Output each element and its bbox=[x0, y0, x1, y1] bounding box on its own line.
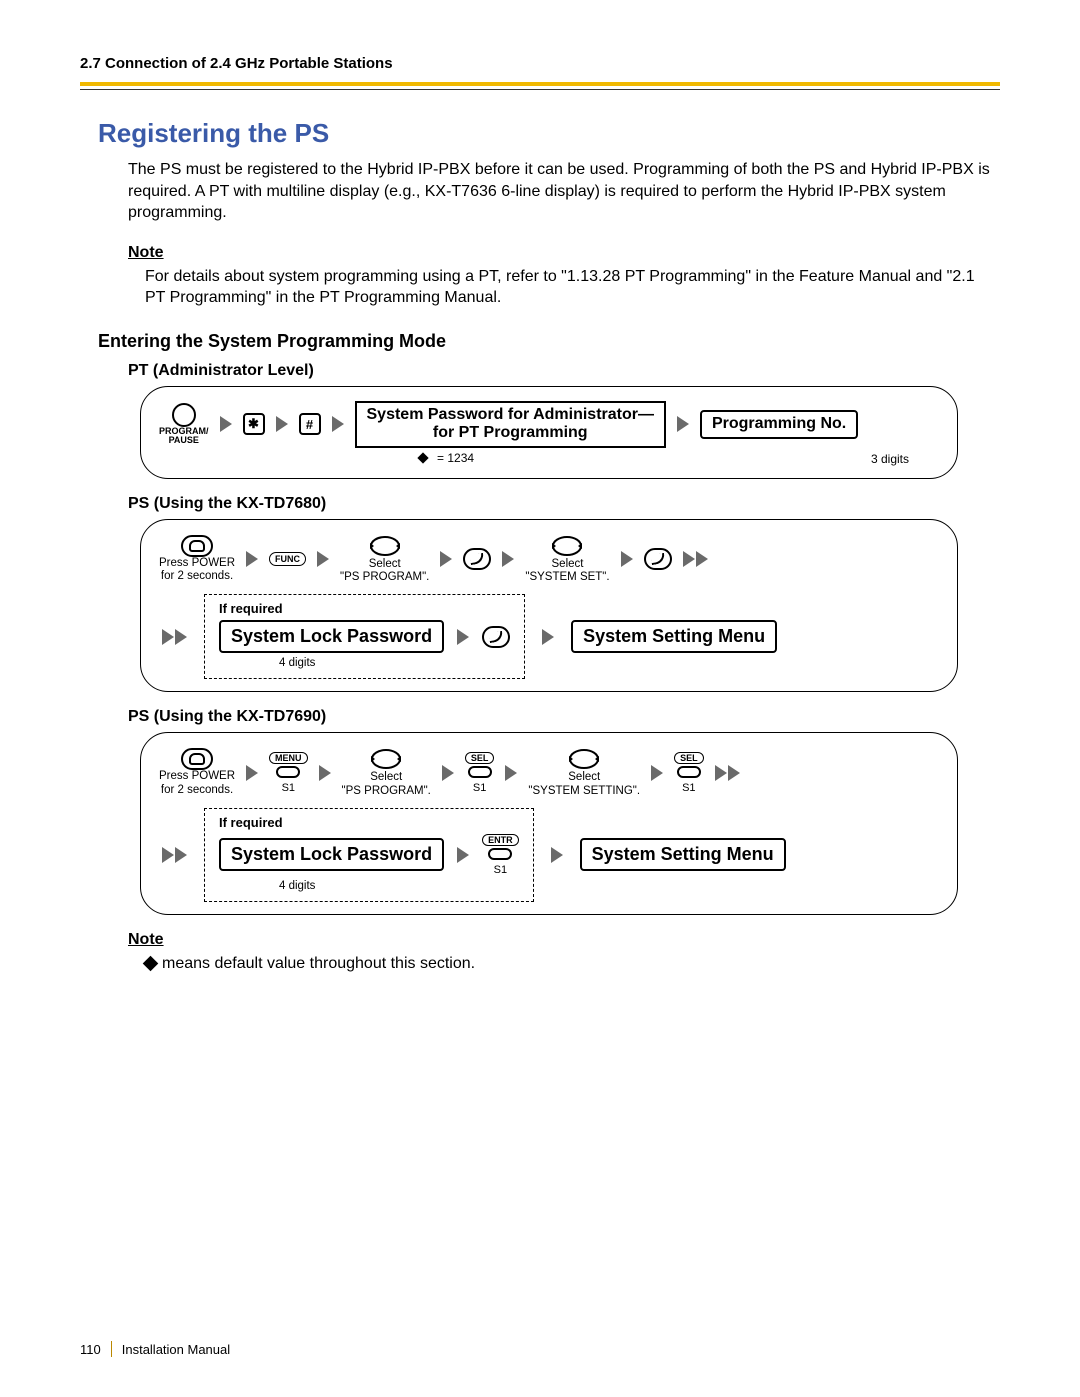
header-rule-thin bbox=[80, 89, 1000, 90]
pt-flow: PROGRAM/ PAUSE ✱ # System Password for A… bbox=[140, 386, 958, 479]
power-icon bbox=[181, 535, 213, 557]
joystick-icon bbox=[367, 534, 403, 558]
hash-key: # bbox=[299, 413, 321, 435]
joystick-icon bbox=[549, 534, 585, 558]
arrow-icon bbox=[319, 765, 331, 781]
joystick-icon bbox=[368, 747, 404, 771]
arrow-icon bbox=[551, 847, 563, 863]
menu-softkey: MENU S1 bbox=[269, 752, 308, 794]
note-label: Note bbox=[128, 931, 1000, 949]
note-body: For details about system programming usi… bbox=[145, 266, 990, 309]
arrow-icon bbox=[621, 551, 633, 567]
ps90-flow: Press POWER for 2 seconds. MENU S1 Selec… bbox=[140, 732, 958, 915]
header-rule-amber bbox=[80, 82, 1000, 86]
call-button-icon bbox=[644, 548, 672, 570]
ps80-flow: Press POWER for 2 seconds. FUNC Select "… bbox=[140, 519, 958, 693]
joystick-step: Select "SYSTEM SET". bbox=[525, 534, 609, 584]
page-footer: 110 Installation Manual bbox=[80, 1341, 230, 1357]
ps80-heading: PS (Using the KX-TD7680) bbox=[128, 495, 1000, 513]
optional-step: If required System Lock Password 4 digit… bbox=[204, 594, 525, 679]
digits-hint: 4 digits bbox=[279, 880, 519, 893]
digits-hint: 4 digits bbox=[279, 657, 510, 670]
arrow-icon bbox=[246, 765, 258, 781]
system-lock-password-box: System Lock Password bbox=[219, 838, 444, 871]
programming-no-box: Programming No. bbox=[700, 410, 858, 438]
diamond-icon bbox=[143, 956, 159, 972]
arrow-icon bbox=[276, 416, 288, 432]
power-icon bbox=[181, 748, 213, 770]
power-button-step: Press POWER for 2 seconds. bbox=[159, 535, 235, 583]
arrow-icon bbox=[440, 551, 452, 567]
arrow-icon bbox=[457, 629, 469, 645]
intro-paragraph: The PS must be registered to the Hybrid … bbox=[128, 159, 990, 224]
system-lock-password-box: System Lock Password bbox=[219, 620, 444, 653]
doc-title: Installation Manual bbox=[122, 1342, 230, 1357]
if-required-label: If required bbox=[219, 601, 510, 616]
if-required-label: If required bbox=[219, 815, 519, 830]
power-button-step: Press POWER for 2 seconds. bbox=[159, 748, 235, 796]
footer-divider bbox=[111, 1341, 112, 1357]
program-label-2: PAUSE bbox=[169, 436, 199, 445]
admin-password-line2: for PT Programming bbox=[367, 424, 654, 442]
note-body-2: means default value throughout this sect… bbox=[145, 953, 990, 975]
double-arrow-icon bbox=[159, 629, 190, 645]
joystick-icon bbox=[566, 747, 602, 771]
arrow-icon bbox=[457, 847, 469, 863]
program-pause-button: PROGRAM/ PAUSE bbox=[159, 403, 209, 445]
arrow-icon bbox=[505, 765, 517, 781]
joystick-step: Select "PS PROGRAM". bbox=[340, 534, 429, 584]
entr-softkey: ENTR S1 bbox=[482, 834, 519, 876]
ps90-heading: PS (Using the KX-TD7690) bbox=[128, 708, 1000, 726]
arrow-icon bbox=[246, 551, 258, 567]
note-label: Note bbox=[128, 244, 1000, 262]
digits-hint: 3 digits bbox=[871, 452, 909, 466]
arrow-icon bbox=[651, 765, 663, 781]
page-number: 110 bbox=[80, 1342, 101, 1357]
system-setting-menu-box: System Setting Menu bbox=[571, 620, 777, 653]
star-key: ✱ bbox=[243, 413, 265, 435]
arrow-icon bbox=[502, 551, 514, 567]
admin-password-line1: System Password for Administrator— bbox=[367, 406, 654, 424]
arrow-icon bbox=[332, 416, 344, 432]
call-button-icon bbox=[482, 626, 510, 648]
sel-softkey: SEL S1 bbox=[465, 752, 495, 794]
arrow-icon bbox=[317, 551, 329, 567]
arrow-icon bbox=[220, 416, 232, 432]
admin-password-box: System Password for Administrator— for P… bbox=[355, 401, 666, 448]
arrow-icon bbox=[677, 416, 689, 432]
joystick-step: Select "PS PROGRAM". bbox=[342, 747, 431, 797]
call-button-icon bbox=[463, 548, 491, 570]
sel-softkey: SEL S1 bbox=[674, 752, 704, 794]
joystick-step: Select "SYSTEM SETTING". bbox=[528, 747, 640, 797]
section-heading: Entering the System Programming Mode bbox=[98, 331, 1000, 352]
default-value: = 1234 bbox=[419, 451, 474, 465]
page-header: 2.7 Connection of 2.4 GHz Portable Stati… bbox=[80, 55, 1000, 72]
page-title: Registering the PS bbox=[98, 118, 1000, 149]
double-arrow-icon bbox=[680, 551, 711, 567]
double-arrow-icon bbox=[712, 765, 743, 781]
pt-heading: PT (Administrator Level) bbox=[128, 362, 1000, 380]
arrow-icon bbox=[542, 629, 554, 645]
optional-step: If required System Lock Password ENTR S1… bbox=[204, 808, 534, 902]
func-button: FUNC bbox=[269, 552, 306, 566]
double-arrow-icon bbox=[159, 847, 190, 863]
arrow-icon bbox=[442, 765, 454, 781]
system-setting-menu-box: System Setting Menu bbox=[580, 838, 786, 871]
